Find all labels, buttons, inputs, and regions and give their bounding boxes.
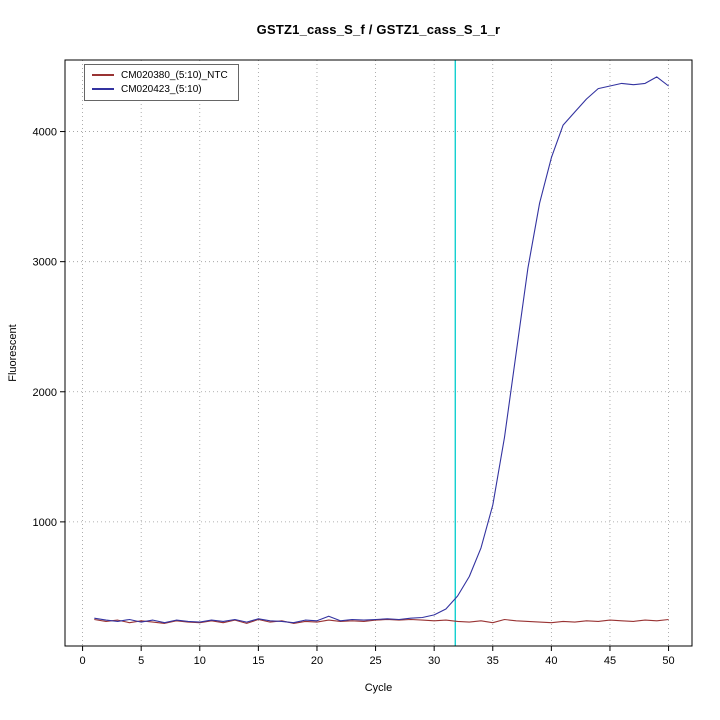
legend-line-swatch	[92, 88, 114, 90]
plot-box	[64, 59, 693, 647]
x-axis-label: Cycle	[364, 682, 393, 694]
y-tick-label: 1000	[33, 517, 57, 529]
y-axis-label: Fluorescent	[7, 324, 19, 382]
y-tick-label: 4000	[33, 127, 57, 139]
legend-item: CM020380_(5:10)_NTC	[92, 68, 228, 82]
x-tick-label: 0	[80, 655, 86, 667]
x-tick-label: 35	[487, 655, 499, 667]
x-tick-label: 45	[604, 655, 616, 667]
y-tick-label: 2000	[33, 387, 57, 399]
legend-line-swatch	[92, 74, 114, 76]
series-line-0	[94, 618, 669, 624]
series-line-1	[94, 76, 669, 624]
x-tick-label: 10	[194, 655, 206, 667]
x-tick-label: 15	[252, 655, 264, 667]
x-tick-label: 20	[311, 655, 323, 667]
y-tick-label: 3000	[33, 257, 57, 269]
x-tick-label: 25	[369, 655, 381, 667]
x-tick-label: 30	[428, 655, 440, 667]
legend-item: CM020423_(5:10)	[92, 82, 228, 96]
legend: CM020380_(5:10)_NTC CM020423_(5:10)	[84, 64, 239, 101]
legend-label: CM020380_(5:10)_NTC	[121, 69, 228, 81]
legend-label: CM020423_(5:10)	[121, 83, 202, 95]
x-tick-label: 40	[545, 655, 557, 667]
x-tick-label: 5	[138, 655, 144, 667]
x-tick-label: 50	[662, 655, 674, 667]
chart-title: GSTZ1_cass_S_f / GSTZ1_cass_S_1_r	[256, 22, 501, 37]
